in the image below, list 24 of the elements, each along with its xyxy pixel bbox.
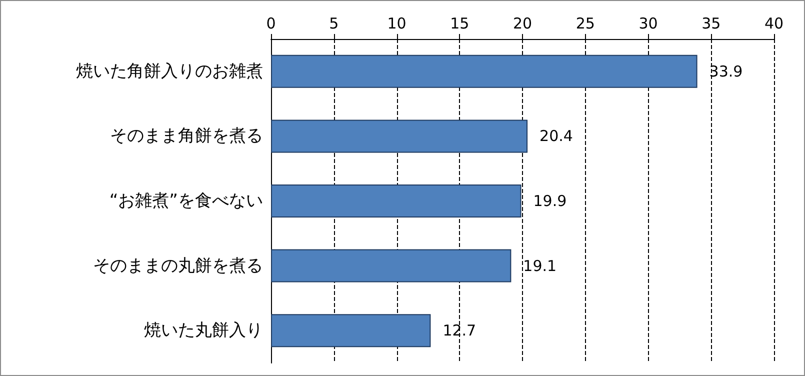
y-tick-label: そのままの丸餅を煮る [93, 256, 263, 276]
x-tick-label: 15 [450, 14, 470, 32]
data-label: 12.7 [442, 322, 476, 340]
bar [271, 54, 698, 88]
x-tick-label: 35 [702, 14, 721, 32]
x-tick-label: 20 [512, 14, 532, 32]
y-tick-label: “お雑煮”を食べない [109, 191, 263, 211]
x-tick-label: 5 [329, 14, 339, 32]
bar [271, 249, 512, 282]
x-tick-label: 40 [764, 14, 784, 32]
data-label: 19.9 [533, 192, 567, 210]
x-tick-label: 0 [266, 14, 276, 32]
bar [271, 120, 528, 153]
bar [271, 314, 431, 348]
data-label: 33.9 [709, 62, 743, 80]
x-tick-label: 25 [576, 14, 595, 32]
data-label: 19.1 [523, 256, 557, 275]
x-tick-label: 30 [638, 14, 658, 32]
bar [271, 184, 522, 218]
y-tick-label: 焼いた角餅入りのお雑煮 [76, 61, 263, 82]
x-tick-label: 10 [387, 14, 406, 32]
y-tick-label: そのまま角餅を煮る [110, 126, 263, 146]
data-label: 20.4 [540, 127, 573, 146]
y-tick-label: 焼いた丸餅入り [144, 320, 263, 341]
